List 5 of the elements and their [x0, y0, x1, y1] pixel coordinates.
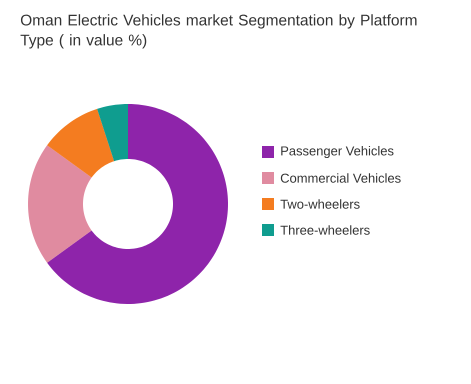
legend-label: Passenger Vehicles — [281, 146, 394, 158]
legend-label: Commercial Vehicles — [280, 173, 401, 183]
legend-label: Two-wheelers — [280, 199, 360, 209]
legend-label: Three-wheelers — [280, 225, 370, 235]
chart-title: Oman Electric Vehicles market Segmentation by Platform Type ( in value %) — [20, 14, 416, 49]
